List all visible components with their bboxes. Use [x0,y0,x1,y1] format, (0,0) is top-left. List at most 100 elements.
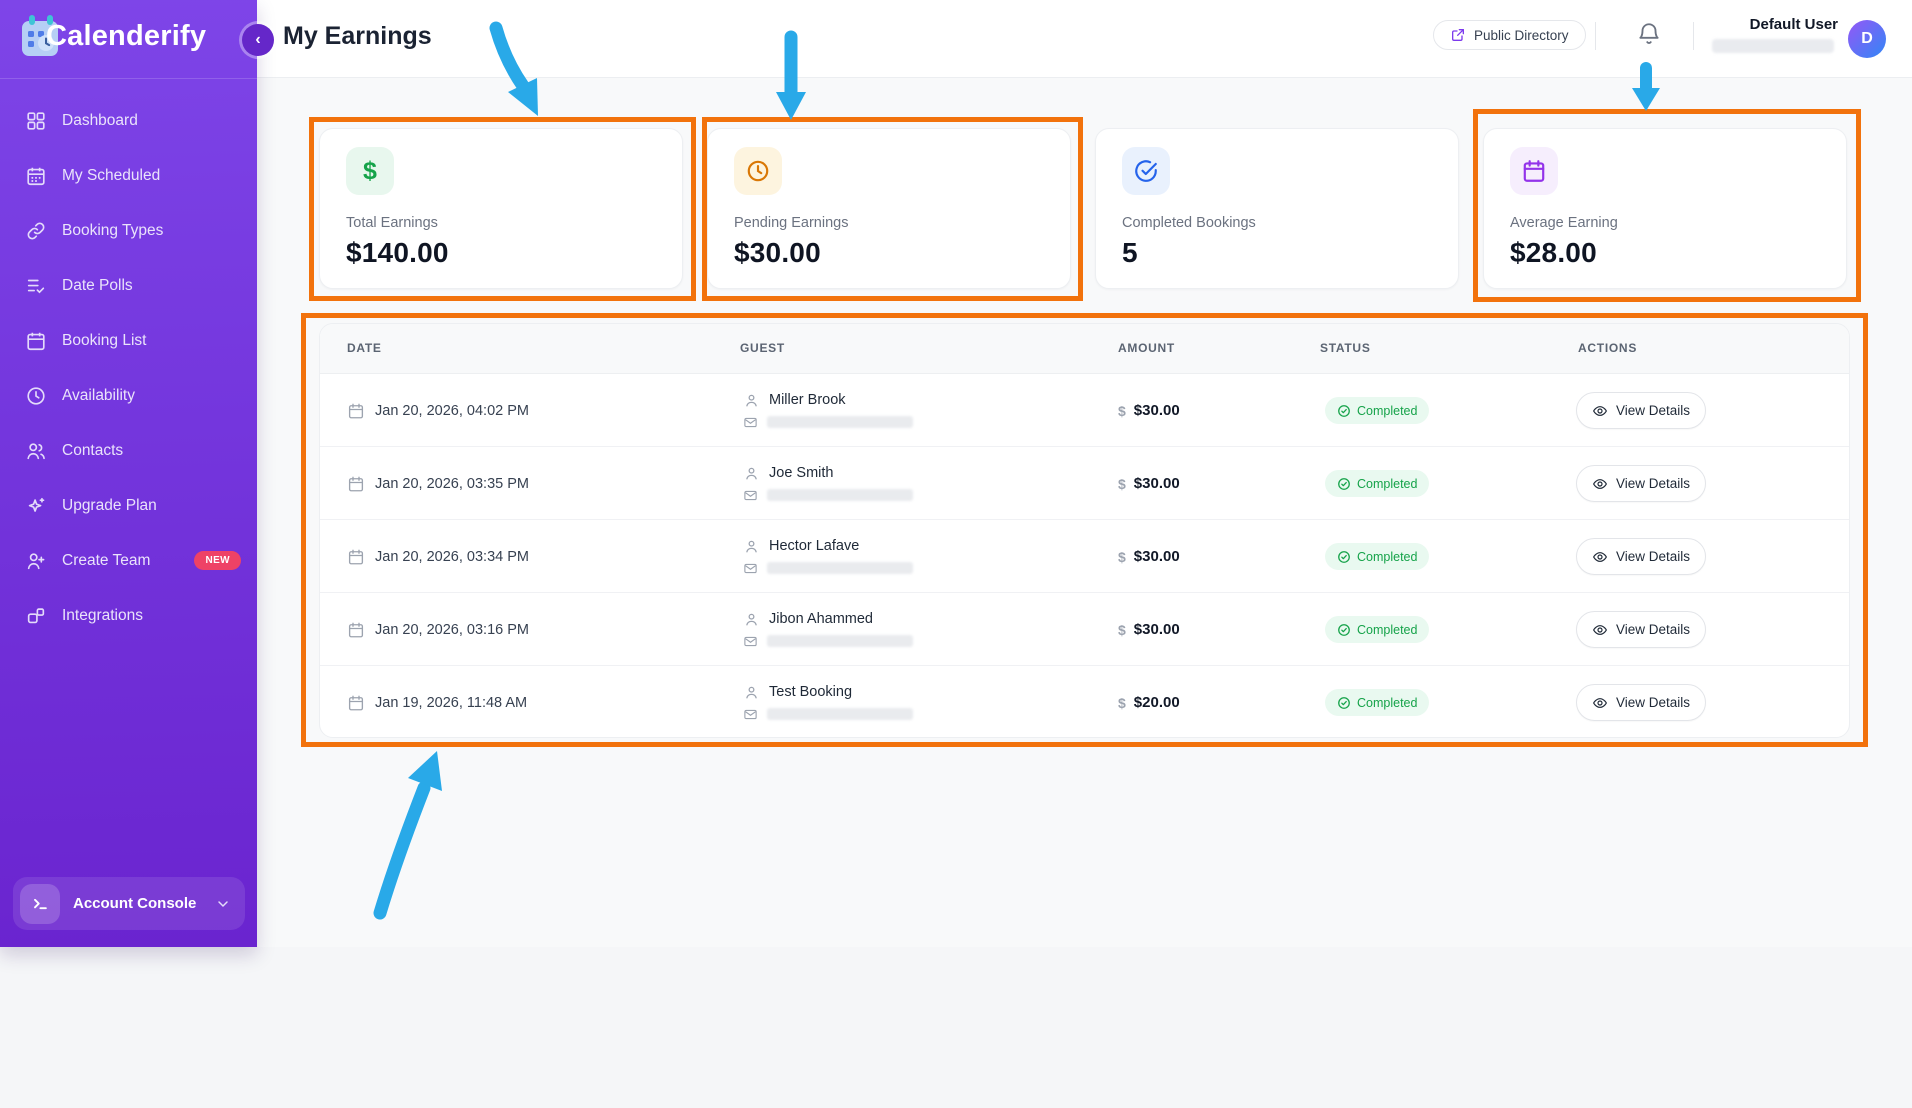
logo-calendar-icon [22,15,58,56]
booking-list-icon [25,330,47,352]
sidebar-item-label: Booking List [62,331,147,349]
logo-band: Calenderify [0,0,257,79]
earnings-table: DATE GUEST AMOUNT STATUS ACTIONS Jan 20,… [319,323,1850,738]
mail-icon [743,707,758,722]
mail-icon [743,415,758,430]
guest-name: Hector Lafave [769,538,860,554]
booking-date: Jan 20, 2026, 04:02 PM [375,402,529,419]
stat-value: 5 [1122,237,1138,268]
amount-value: $30.00 [1133,621,1180,638]
sidebar-item-dashboard[interactable]: Dashboard [0,93,257,148]
table-row: Jan 20, 2026, 03:34 PM Hector Lafave $ $3… [320,520,1849,593]
mail-icon [743,561,758,576]
sidebar: Calenderify Dashboard My Scheduled B [0,0,257,947]
external-link-icon [1452,29,1464,41]
guest-email-redacted [767,562,913,574]
stat-label: Total Earnings [346,215,438,231]
table-row: Jan 20, 2026, 03:16 PM Jibon Ahammed $ $3… [320,593,1849,666]
bell-icon [1639,23,1659,44]
check-icon [1338,623,1350,636]
page-title: My Earnings [283,22,432,50]
check-icon [1338,550,1350,563]
eye-icon [1592,478,1608,489]
calendar-icon [347,402,365,420]
sidebar-item-availability[interactable]: Availability [0,368,257,423]
sidebar-item-integrations[interactable]: Integrations [0,588,257,643]
sidebar-item-upgrade-plan[interactable]: Upgrade Plan [0,478,257,533]
avatar[interactable]: D [1848,20,1886,58]
sidebar-item-date-polls[interactable]: Date Polls [0,258,257,313]
collapse-icon: ‹ [255,31,261,48]
dollar-sign-icon: $ [1118,621,1126,638]
check-icon [1338,404,1350,417]
person-icon [743,684,760,701]
account-console-button[interactable]: Account Console [13,877,245,930]
booking-date: Jan 20, 2026, 03:35 PM [375,475,529,492]
sidebar-item-create-team[interactable]: Create Team NEW [0,533,257,588]
stat-label: Pending Earnings [734,215,849,231]
public-directory-label: Public Directory [1474,27,1569,43]
sidebar-item-label: Upgrade Plan [62,496,157,514]
view-details-button[interactable]: View Details [1576,611,1707,648]
sidebar-collapse-button[interactable]: ‹ [242,24,274,56]
table-row: Jan 20, 2026, 04:02 PM Miller Brook $ $30… [320,374,1849,447]
calendar-icon [347,548,365,566]
amount-value: $30.00 [1133,402,1180,419]
check-icon [1338,696,1350,709]
sidebar-item-contacts[interactable]: Contacts [0,423,257,478]
logo[interactable]: Calenderify [20,12,206,60]
stat-value: $140.00 [346,237,449,268]
create-team-icon [25,550,47,572]
status-badge: Completed [1325,543,1430,570]
header-divider [1693,22,1694,50]
stat-card-pending-earnings: Pending Earnings $30.00 [707,128,1071,289]
person-icon [743,392,760,409]
status-badge: Completed [1325,689,1430,716]
guest-name: Jibon Ahammed [769,611,873,627]
sidebar-item-my-scheduled[interactable]: My Scheduled [0,148,257,203]
user-email-redacted [1712,39,1834,53]
availability-icon [25,385,47,407]
sidebar-item-label: Availability [62,386,135,404]
view-details-button[interactable]: View Details [1576,392,1707,429]
stat-label: Completed Bookings [1122,215,1256,231]
eye-icon [1592,405,1608,416]
calendar-icon [347,621,365,639]
eye-icon [1592,697,1608,708]
annotation-arrow-earnings-table [373,751,442,920]
mail-icon [743,488,758,503]
sidebar-item-label: Contacts [62,441,124,459]
stat-card-completed-bookings: Completed Bookings 5 [1095,128,1459,289]
guest-name: Miller Brook [769,392,846,408]
column-header-date: DATE [347,341,382,355]
sidebar-nav: Dashboard My Scheduled Booking Types Dat… [0,93,257,643]
eye-icon [1592,624,1608,635]
upgrade-plan-icon [25,495,47,517]
view-details-button[interactable]: View Details [1576,538,1707,575]
dollar-sign-icon: $ [1118,694,1126,711]
brand-name: Calenderify [46,19,207,52]
amount-value: $20.00 [1133,694,1180,711]
view-details-button[interactable]: View Details [1576,465,1707,502]
table-header-row: DATE GUEST AMOUNT STATUS ACTIONS [320,324,1849,374]
booking-date: Jan 20, 2026, 03:34 PM [375,548,529,565]
sidebar-item-label: Dashboard [62,111,138,129]
sidebar-item-booking-list[interactable]: Booking List [0,313,257,368]
mail-icon [743,634,758,649]
guest-email-redacted [767,708,913,720]
guest-email-redacted [767,489,913,501]
top-header [257,0,1912,78]
column-header-status: STATUS [1320,341,1371,355]
header-divider [1595,22,1596,50]
contacts-icon [25,440,47,462]
public-directory-button[interactable]: Public Directory [1433,20,1586,50]
stat-label: Average Earning [1510,215,1618,231]
view-details-button[interactable]: View Details [1576,684,1707,721]
app-window: Calenderify Dashboard My Scheduled B [0,0,1912,947]
notifications-button[interactable] [1636,21,1664,49]
person-icon [743,465,760,482]
user-name: Default User [1749,16,1838,33]
sidebar-item-booking-types[interactable]: Booking Types [0,203,257,258]
calendar-icon [347,475,365,493]
sidebar-item-label: Integrations [62,606,143,624]
